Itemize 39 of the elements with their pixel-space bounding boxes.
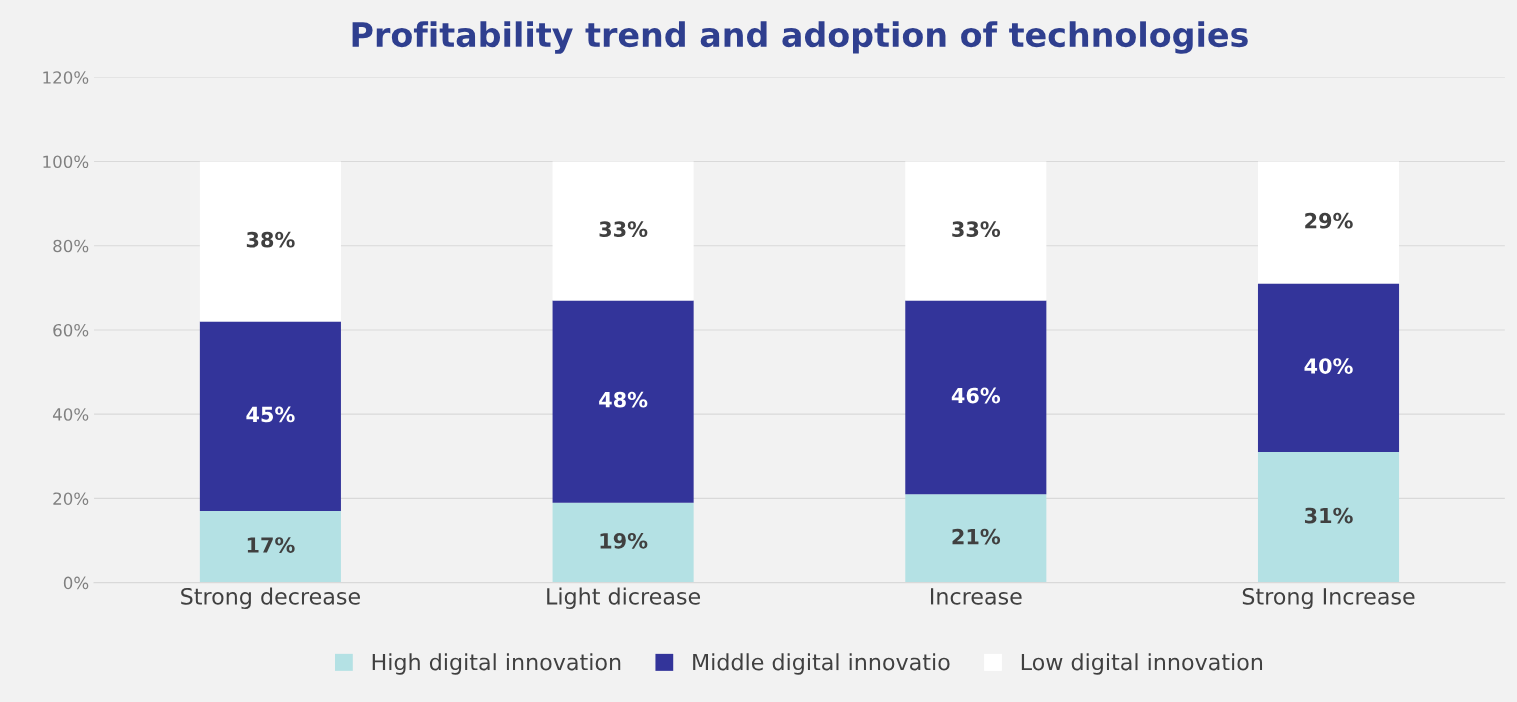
data-label: 46% <box>951 387 1001 404</box>
bar <box>552 502 694 583</box>
data-label: 33% <box>952 221 1001 237</box>
data-label: 45% <box>246 406 295 423</box>
x-tick-label: Strong decrease <box>181 587 360 610</box>
y-tick-label: 40% <box>52 408 89 421</box>
bar <box>1257 283 1400 453</box>
y-tick-label: 60% <box>53 323 89 337</box>
legend-label: Low digital innovation <box>1021 653 1263 675</box>
bar <box>1257 452 1400 583</box>
bar <box>199 161 341 322</box>
y-tick-label: 80% <box>53 239 89 253</box>
data-label: 21% <box>952 528 1001 545</box>
data-label: 40% <box>1304 358 1353 374</box>
data-label: 17% <box>247 537 295 553</box>
bar <box>199 321 341 512</box>
y-tick-label: 100% <box>43 155 89 169</box>
data-label: 33% <box>599 221 648 237</box>
legend-label: Middle digital innovatio <box>693 653 950 675</box>
bar <box>552 161 694 301</box>
legend-label: High digital innovation <box>372 653 621 675</box>
data-label: 19% <box>600 532 648 549</box>
y-tick-label: 0% <box>63 576 89 590</box>
x-tick-label: Strong Increase <box>1242 587 1415 610</box>
bar <box>905 300 1047 495</box>
bar <box>1257 161 1400 284</box>
data-label: 29% <box>1305 212 1353 229</box>
bar <box>905 161 1047 301</box>
x-tick-label: Light dicrease <box>547 587 701 610</box>
x-tick-label: Increase <box>930 588 1022 605</box>
bar <box>905 494 1047 583</box>
chart-title: Profitability trend and adoption of technologies <box>352 21 1248 54</box>
bar <box>199 511 341 583</box>
y-tick-label: 20% <box>53 492 89 505</box>
bar <box>552 300 694 503</box>
data-label: 38% <box>246 231 295 248</box>
y-tick-label: 120% <box>43 71 89 84</box>
data-label: 31% <box>1304 507 1353 524</box>
data-label: 48% <box>599 391 648 408</box>
